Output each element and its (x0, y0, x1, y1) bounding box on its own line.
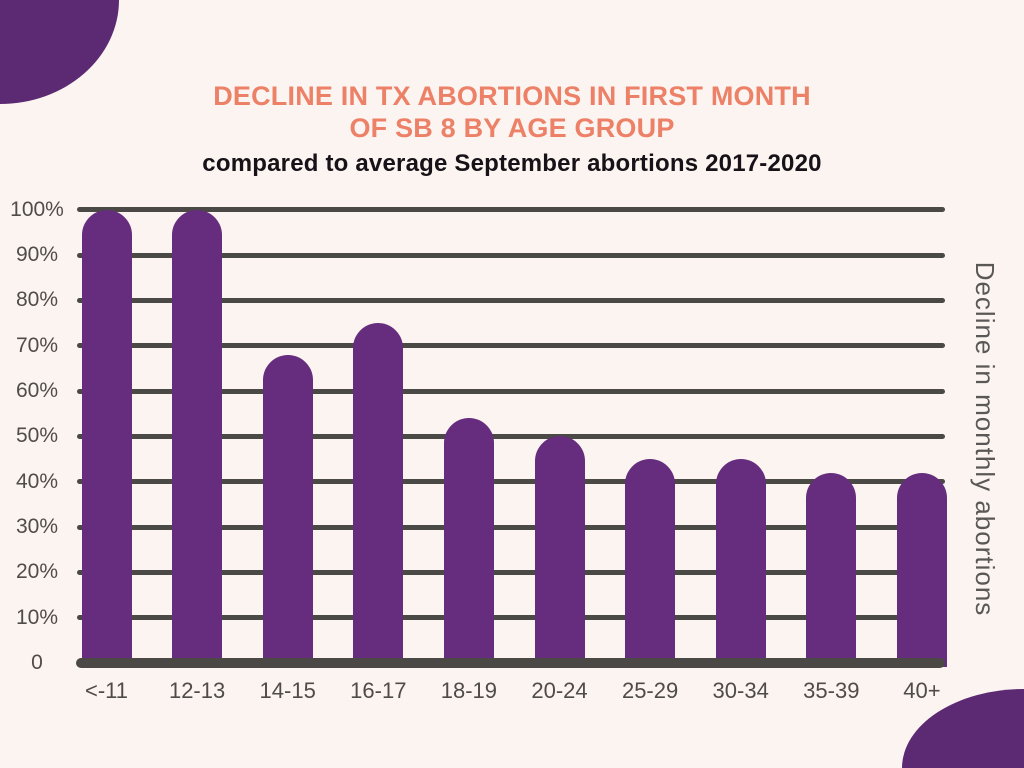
y-axis-tick-label-80: 80% (15, 288, 59, 312)
y-axis-tick-label-50: 50% (15, 424, 59, 448)
gridline-90-percent (77, 252, 945, 258)
x-axis-label-4: 18-19 (440, 678, 498, 703)
x-axis-label-6: 25-29 (621, 678, 679, 703)
gridline-70-percent (77, 343, 945, 349)
gridline-100-percent (77, 207, 945, 213)
bar-4 (443, 418, 494, 667)
bar-7 (715, 459, 766, 667)
gridline-20-percent (77, 569, 945, 575)
y-axis-tick-label-60: 60% (15, 379, 59, 403)
y-axis-tick-label-90: 90% (15, 243, 59, 267)
y-axis-title: Decline in monthly abortions (970, 261, 1000, 617)
x-axis-line (76, 658, 945, 668)
bar-5 (534, 436, 585, 667)
gridline-80-percent (77, 297, 945, 303)
chart-title-line2: OF SB 8 BY AGE GROUP (349, 113, 675, 143)
chart-header: DECLINE IN TX ABORTIONS IN FIRST MONTH OF… (0, 80, 1024, 177)
chart-title: DECLINE IN TX ABORTIONS IN FIRST MONTH OF… (0, 80, 1024, 144)
bar-9 (896, 472, 947, 667)
chart-subtitle: compared to average September abortions … (202, 150, 822, 177)
x-axis-label-1: 12-13 (168, 678, 226, 703)
x-axis-label-2: 14-15 (259, 678, 316, 703)
gridline-50-percent (77, 433, 945, 439)
x-axis-label-0: <-11 (84, 678, 128, 703)
x-axis-label-5: 20-24 (531, 678, 588, 703)
y-axis-tick-label-30: 30% (15, 515, 59, 538)
gridline-10-percent (77, 615, 945, 621)
x-axis-label-8: 35-39 (803, 678, 860, 703)
y-axis-tick-label-100: 100% (10, 197, 64, 221)
y-axis-tick-label-70: 70% (15, 333, 59, 357)
bar-1 (172, 209, 223, 667)
x-axis-label-3: 16-17 (350, 678, 407, 703)
bar-8 (806, 472, 857, 667)
y-axis-tick-label-20: 20% (15, 560, 59, 584)
y-axis-tick-label-10: 10% (15, 605, 59, 629)
bar-0 (81, 209, 132, 667)
bar-3 (353, 323, 404, 667)
chart-title-line1: DECLINE IN TX ABORTIONS IN FIRST MONTH (213, 81, 811, 111)
gridline-40-percent (77, 479, 945, 485)
bar-6 (625, 459, 676, 667)
x-axis-label-9: 40+ (903, 678, 941, 703)
gridline-60-percent (77, 388, 945, 394)
bar-2 (262, 354, 313, 667)
y-axis-tick-label-40: 40% (15, 469, 59, 493)
x-axis-label-7: 30-34 (712, 678, 769, 703)
y-axis-tick-label-0: 0 (31, 651, 43, 674)
gridline-30-percent (77, 524, 945, 530)
